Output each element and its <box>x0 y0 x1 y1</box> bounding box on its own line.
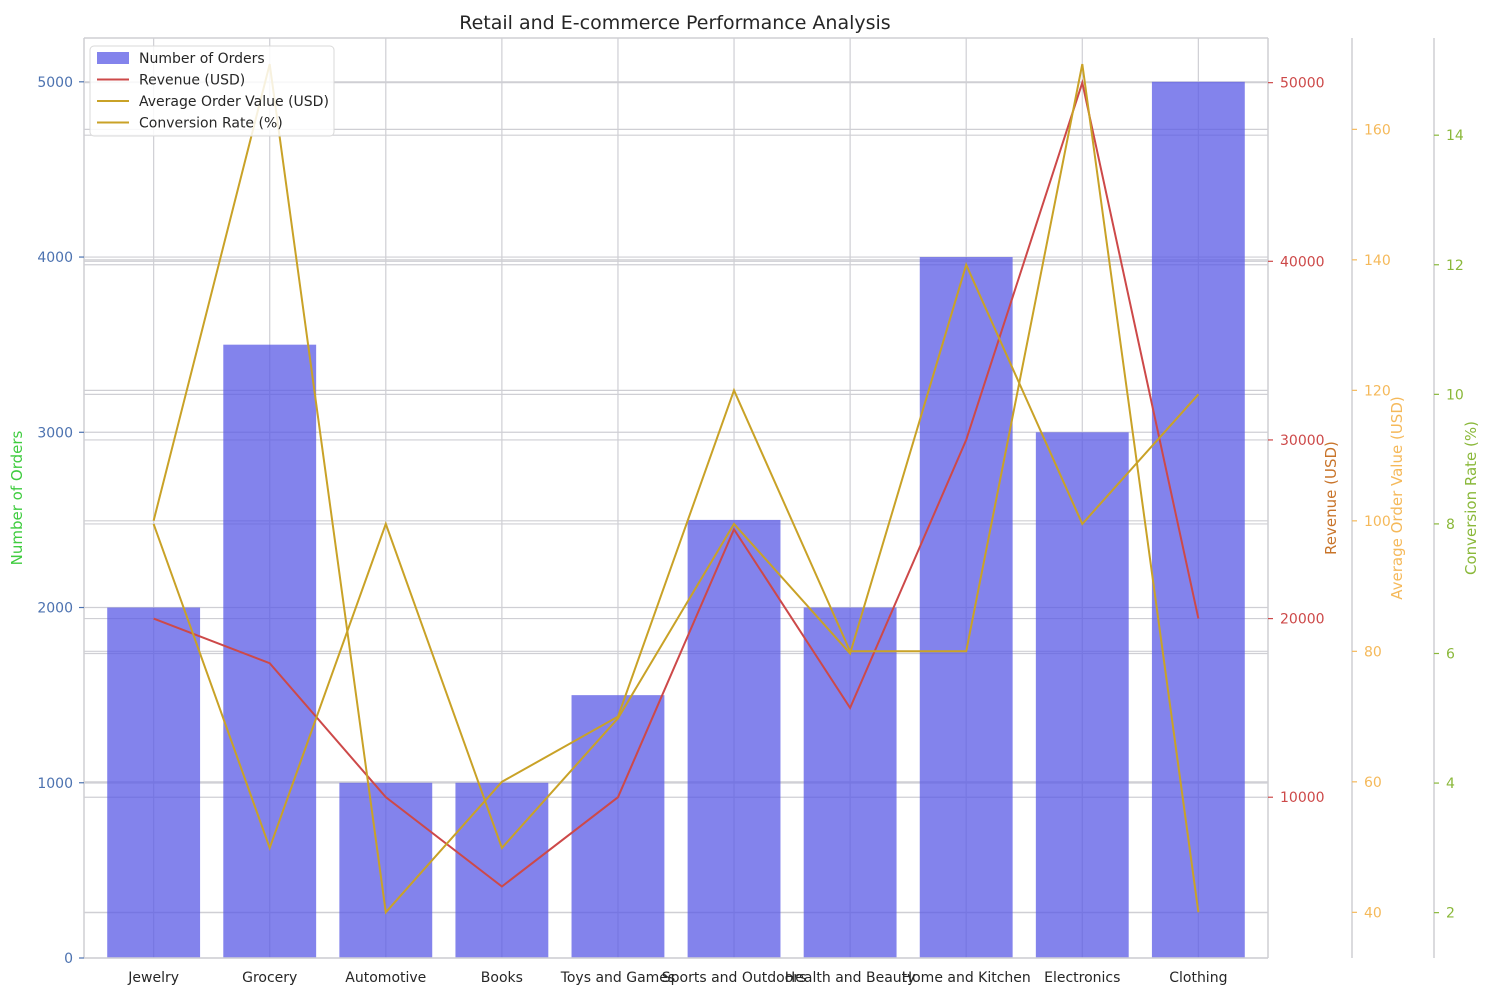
bar-books <box>455 782 549 958</box>
legend-box <box>89 45 335 137</box>
line-average-order-value-usd- <box>152 63 1200 915</box>
axes: 0 1000 2000 3000 4000 5000 Number of Orders 100… <box>8 37 1480 986</box>
x-tick-label: Clothing <box>1169 970 1227 986</box>
axis-label: Number of Orders <box>8 430 26 565</box>
bar-clothing <box>1151 81 1245 959</box>
tick-label: 40 <box>1364 905 1382 921</box>
tick-label: 30000 <box>1280 433 1325 449</box>
tick-label: 2000 <box>37 601 73 617</box>
tick-label: 5000 <box>37 75 73 91</box>
tick-label: 8 <box>1446 517 1455 533</box>
bar-health-and-beauty <box>803 607 897 958</box>
tick-label: 100 <box>1364 514 1391 530</box>
legend-label: Number of Orders <box>139 51 265 67</box>
tick-label: 4000 <box>37 250 73 266</box>
x-tick-label: Automotive <box>345 970 426 986</box>
tick-label: 40000 <box>1280 254 1325 270</box>
legend: Number of Orders Revenue (USD) Average Ord… <box>89 45 335 137</box>
bar-electronics <box>1035 432 1129 958</box>
tick-label: 3000 <box>37 425 73 441</box>
line-series <box>152 63 1200 915</box>
tick-label: 20000 <box>1280 612 1325 628</box>
x-tick-label: Sports and Outdoors <box>662 970 807 986</box>
axis-label: Average Order Value (USD) <box>1388 396 1406 599</box>
x-tick-label: Jewelry <box>127 970 179 986</box>
x-tick-label: Electronics <box>1044 970 1120 986</box>
bar-automotive <box>339 782 433 958</box>
x-tick-label: Toys and Games <box>560 970 676 986</box>
line-conversion-rate- <box>152 261 1200 851</box>
legend-label: Revenue (USD) <box>139 73 245 89</box>
x-tick-label: Home and Kitchen <box>902 970 1031 986</box>
bar-series <box>107 81 1245 959</box>
x-tick-label: Books <box>481 970 523 986</box>
tick-label: 80 <box>1364 644 1382 660</box>
tick-label: 6 <box>1446 646 1455 662</box>
tick-label: 50000 <box>1280 76 1325 92</box>
tick-label: 0 <box>64 951 73 967</box>
tick-label: 4 <box>1446 776 1455 792</box>
tick-label: 140 <box>1364 253 1391 269</box>
axis-label: Revenue (USD) <box>1322 441 1340 555</box>
legend-swatch <box>97 52 129 64</box>
tick-label: 120 <box>1364 383 1391 399</box>
x-tick-label: Health and Beauty <box>785 970 916 986</box>
tick-label: 10 <box>1446 387 1464 403</box>
bar-home-and-kitchen <box>919 257 1013 958</box>
chart-title: Retail and E-commerce Performance Analys… <box>459 12 890 34</box>
bar-sports-and-outdoors <box>687 519 781 958</box>
bar-toys-and-games <box>571 695 665 958</box>
tick-label: 60 <box>1364 775 1382 791</box>
line-revenue-usd- <box>153 78 1200 888</box>
bar-jewelry <box>107 607 201 958</box>
legend-label: Conversion Rate (%) <box>139 116 283 132</box>
axis-label: Conversion Rate (%) <box>1462 421 1480 575</box>
tick-label: 2 <box>1446 906 1455 922</box>
tick-label: 1000 <box>37 776 73 792</box>
legend-label: Average Order Value (USD) <box>139 94 329 110</box>
tick-label: 160 <box>1364 122 1391 138</box>
tick-label: 14 <box>1446 128 1464 144</box>
x-tick-label: Grocery <box>242 970 297 986</box>
tick-label: 10000 <box>1280 790 1325 806</box>
tick-label: 12 <box>1446 258 1464 274</box>
